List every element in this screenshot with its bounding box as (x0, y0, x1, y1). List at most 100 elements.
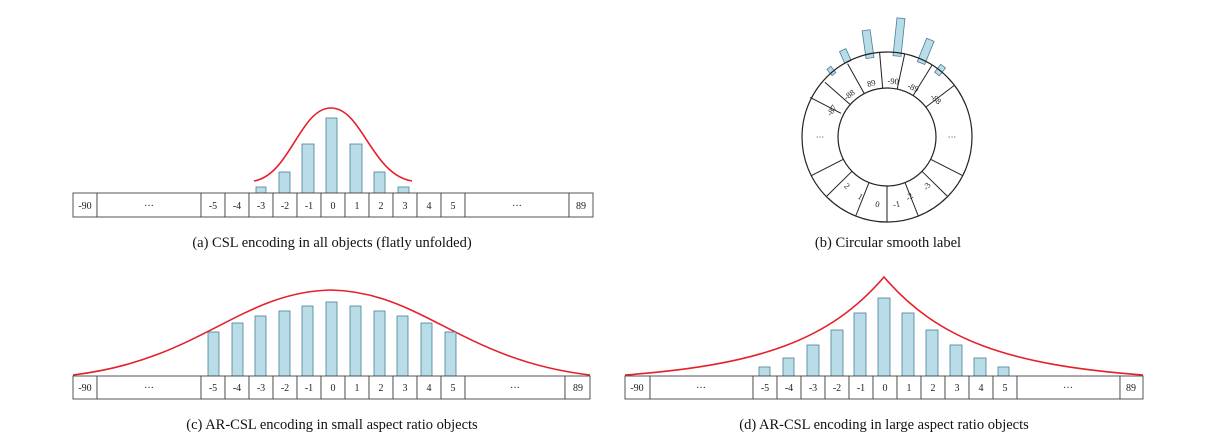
bar-c-4 (420, 322, 433, 377)
cell-label-c-1: ··· (144, 383, 154, 394)
cell-label-c-6: -1 (305, 383, 313, 394)
cell-label-c-7: 0 (331, 383, 336, 394)
peaked-curve-d (624, 275, 1144, 376)
bar-c-2 (373, 310, 386, 377)
cell-label-c-8: 1 (355, 383, 360, 394)
cell-label-c-14: 89 (573, 383, 583, 394)
cell-a-1 (96, 192, 202, 218)
cell-label-a-12: 5 (451, 201, 456, 212)
ring-label-left: ··· (816, 132, 825, 142)
ring-divider (826, 170, 853, 197)
bars-a (255, 117, 410, 194)
ring-bottom-labels: 2 1 0 -1 -2 -3 (842, 180, 933, 209)
ring-divider (930, 158, 964, 177)
cell-label-d-7: 0 (883, 383, 888, 394)
ring-divider (921, 170, 948, 197)
bar-a-neg1 (301, 143, 315, 194)
bar-c-neg5 (207, 331, 220, 377)
caption-d: (d) AR-CSL encoding in large aspect rati… (739, 417, 1029, 433)
bar-a-neg2 (278, 171, 291, 194)
bar-c-5 (444, 331, 457, 377)
ring-divider (904, 182, 919, 216)
ring-bar-4 (892, 17, 906, 57)
ring-divider (879, 52, 884, 89)
ring-label-top-4: -89 (906, 80, 920, 94)
cell-label-d-1: ··· (696, 383, 706, 394)
bar-c-1 (349, 305, 362, 377)
cell-label-c-0: -90 (78, 383, 91, 394)
panel-a: -90 ··· -5 -4 -3 -2 -1 0 1 2 3 4 5 ··· 8… (72, 107, 594, 251)
cell-label-d-11: 4 (979, 383, 984, 394)
cell-label-d-14: 89 (1126, 383, 1136, 394)
panel-b: -87 -88 89 -90 -89 -88 ··· ··· 2 1 0 -1 … (801, 17, 973, 251)
bar-c-neg2 (278, 310, 291, 377)
bar-d-neg4 (782, 357, 795, 377)
bar-c-0 (325, 301, 338, 377)
bar-a-0 (325, 117, 338, 194)
bar-d-1 (901, 312, 915, 377)
cell-strip-a: -90 ··· -5 -4 -3 -2 -1 0 1 2 3 4 5 ··· 8… (72, 192, 594, 218)
cell-label-d-2: -5 (761, 383, 769, 394)
cell-label-a-6: -1 (305, 201, 313, 212)
cell-label-a-4: -3 (257, 201, 265, 212)
cell-d-14 (1119, 375, 1144, 400)
bar-d-neg5 (758, 366, 771, 377)
ring-top-labels: -87 -88 89 -90 -89 -88 (824, 76, 943, 118)
cell-a-14 (568, 192, 594, 218)
caption-c: (c) AR-CSL encoding in small aspect rati… (186, 417, 478, 433)
ring-inner (837, 87, 937, 187)
bar-d-neg2 (830, 329, 844, 377)
ring-label-bottom-5: -3 (921, 180, 933, 192)
cell-label-d-0: -90 (630, 383, 643, 394)
cell-label-a-13: ··· (512, 201, 522, 212)
cell-c-14 (564, 375, 591, 400)
cell-label-a-3: -4 (233, 201, 241, 212)
cell-label-d-6: -1 (857, 383, 865, 394)
cell-label-d-13: ··· (1063, 383, 1073, 394)
ring-divider (824, 81, 851, 105)
bar-d-0 (877, 297, 891, 377)
cell-label-c-10: 3 (403, 383, 408, 394)
cell-label-c-5: -2 (281, 383, 289, 394)
cell-a-10 (392, 192, 418, 218)
cell-strip-c: -90 ··· -5 -4 -3 -2 -1 0 1 2 3 4 5 ··· 8… (72, 375, 591, 400)
bar-a-neg3 (255, 186, 267, 194)
bar-d-5 (997, 366, 1010, 377)
ring-divider (809, 96, 842, 114)
cell-label-d-8: 1 (907, 383, 912, 394)
cell-label-c-9: 2 (379, 383, 384, 394)
ring-bars (826, 17, 947, 77)
ring-label-top-5: -88 (928, 91, 943, 106)
bar-c-neg3 (254, 315, 267, 377)
cell-label-c-12: 5 (451, 383, 456, 394)
cell-label-d-3: -4 (785, 383, 793, 394)
ring-label-bottom-2: 0 (875, 199, 881, 210)
ring-dividers (809, 52, 964, 222)
cell-label-a-1: ··· (144, 201, 154, 212)
panel-c: -90 ··· -5 -4 -3 -2 -1 0 1 2 3 4 5 ··· 8… (72, 289, 591, 433)
caption-b: (b) Circular smooth label (815, 235, 961, 251)
cell-label-c-3: -4 (233, 383, 241, 394)
bar-a-3 (397, 186, 410, 194)
bar-d-neg1 (853, 312, 867, 377)
bars-c (207, 301, 457, 377)
ring-label-bottom-4: -2 (903, 190, 915, 202)
bars-d (758, 297, 1010, 377)
cell-label-a-10: 3 (403, 201, 408, 212)
ring-label-top-0: -87 (824, 103, 839, 118)
bar-a-1 (349, 143, 363, 194)
ring-label-top-2: 89 (866, 77, 877, 89)
cell-a-8 (344, 192, 370, 218)
ring-divider (912, 64, 933, 96)
cell-a-2 (200, 192, 226, 218)
bar-a-2 (373, 171, 386, 194)
cell-label-d-4: -3 (809, 383, 817, 394)
bar-d-4 (973, 357, 987, 377)
cell-label-d-9: 2 (931, 383, 936, 394)
ring-bar-3 (861, 29, 875, 60)
bar-c-3 (396, 315, 409, 377)
ring-divider (855, 182, 870, 216)
cell-label-d-10: 3 (955, 383, 960, 394)
cell-a-13 (464, 192, 570, 218)
